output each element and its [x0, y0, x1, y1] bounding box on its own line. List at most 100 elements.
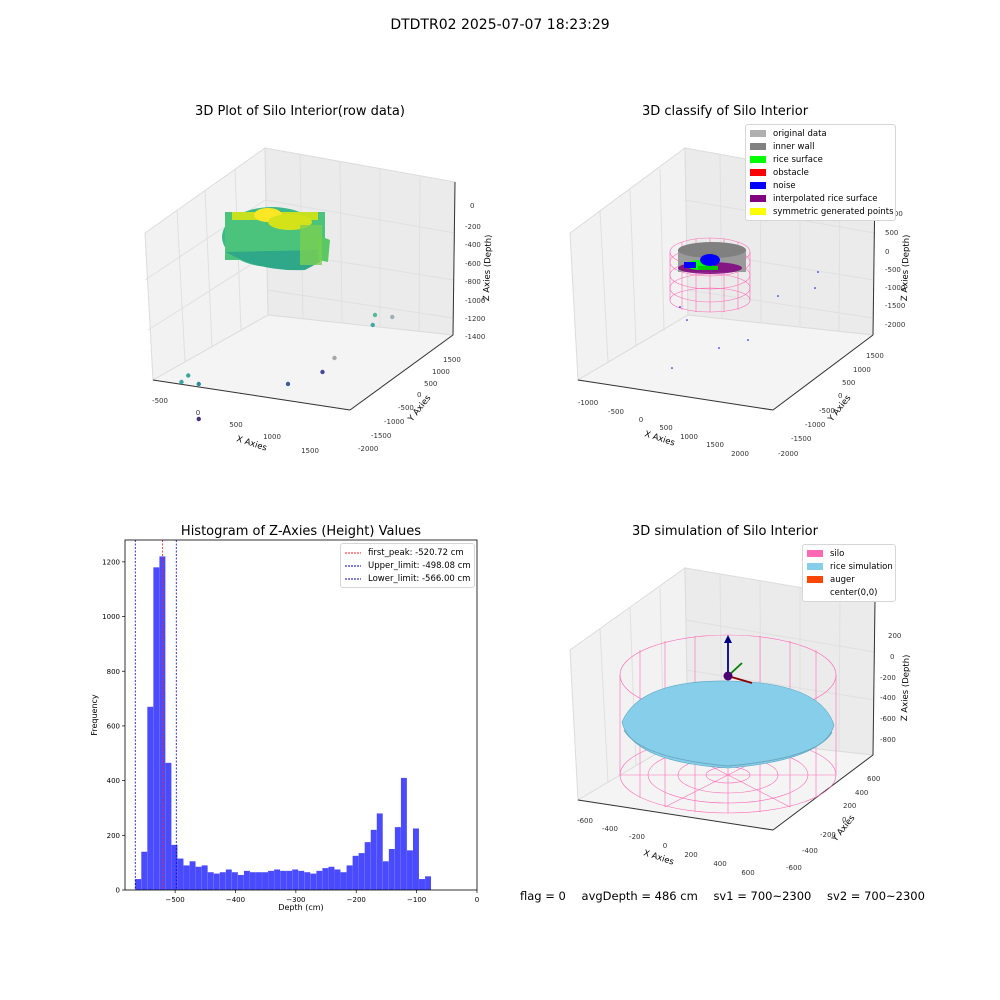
z-tick-label: -800: [465, 278, 481, 286]
y-tick-label: 400: [107, 777, 120, 785]
histogram-bar: [274, 869, 281, 890]
x-tick-label: -500: [152, 397, 168, 405]
legend-swatch: [750, 182, 766, 189]
histogram-bar: [370, 829, 377, 890]
histogram-bar: [141, 851, 148, 890]
panel4-rice-surface: [621, 680, 835, 769]
histogram-ylabel: Frequency: [90, 694, 99, 736]
z-tick-label: 0: [885, 248, 889, 256]
z-tick-label: -1500: [885, 302, 905, 310]
z-tick-label: -200: [880, 674, 896, 682]
histogram-bar: [231, 872, 238, 890]
legend-item: first_peak: -520.72 cm: [341, 546, 474, 559]
x-tick-label: −300: [286, 896, 305, 904]
y-tick-label: 400: [855, 789, 868, 797]
histogram-bar: [225, 869, 232, 890]
legend-item: noise: [746, 179, 895, 192]
y-tick-label: -1000: [805, 421, 825, 429]
legend-swatch: [750, 208, 766, 215]
panel2-xlabel: X Axies: [643, 429, 676, 448]
panel2-zlabel: Z Axies (Depth): [900, 234, 912, 301]
histogram-bar: [213, 873, 220, 890]
x-tick-label: -200: [629, 833, 645, 841]
histogram-bar: [310, 873, 317, 890]
legend-item: Upper_limit: -498.08 cm: [341, 559, 474, 572]
legend-item: center(0,0): [803, 586, 895, 599]
z-tick-label: 0: [470, 202, 474, 210]
histogram-bar: [189, 861, 196, 890]
panel4-auger-axes: [723, 635, 753, 684]
legend-item: interpolated rice surface: [746, 192, 895, 205]
histogram-y-ticks: 0 200 400 600 800 1000 1200: [102, 558, 125, 895]
y-tick-label: 1200: [102, 558, 120, 566]
z-tick-label: -1400: [465, 333, 485, 341]
histogram-bars: [135, 556, 432, 890]
histogram-frame: [124, 539, 478, 891]
outlier-point: [179, 379, 184, 385]
y-tick-label: 200: [107, 832, 120, 840]
panel1-x-ticks: -500 0 500 1000 1500: [152, 397, 319, 455]
histogram-bar: [376, 813, 383, 890]
y-tick-label: -1500: [791, 435, 811, 443]
y-tick-label: 500: [842, 379, 855, 387]
x-tick-label: -600: [577, 817, 593, 825]
x-tick-label: 1000: [263, 433, 281, 441]
x-tick-label: 0: [475, 896, 479, 904]
histogram-bar: [177, 858, 184, 890]
legend-swatch: [750, 156, 766, 163]
histogram-bar: [243, 870, 250, 890]
y-tick-label: 0: [838, 392, 842, 400]
histogram-bar: [153, 567, 160, 890]
histogram-bar: [346, 865, 353, 890]
panel2-x-ticks: -1000 -500 0 500 1000 1500 2000: [578, 399, 749, 458]
x-tick-label: −400: [226, 896, 245, 904]
histogram-bar: [388, 848, 395, 890]
panel1-title: 3D Plot of Silo Interior(row data): [195, 104, 405, 119]
status-footer: flag = 0 avgDepth = 486 cm sv1 = 700~230…: [520, 889, 937, 903]
histogram-bar: [237, 874, 244, 890]
x-tick-label: 500: [659, 424, 672, 432]
x-tick-label: 0: [639, 416, 643, 424]
legend-swatch: [750, 169, 766, 176]
legend-item: rice surface: [746, 153, 895, 166]
x-tick-label: -400: [602, 825, 618, 833]
panel1-zlabel: Z Axies (Depth): [482, 234, 494, 301]
z-tick-label: -400: [880, 694, 896, 702]
histogram-bar: [249, 872, 256, 890]
z-tick-label: -200: [465, 223, 481, 231]
outlier-point: [320, 369, 325, 375]
panel2-axes-box: [569, 147, 876, 411]
legend-line: [345, 552, 361, 553]
panel1-point-cloud: [222, 207, 330, 271]
histogram-bar: [207, 872, 214, 890]
y-tick-label: 600: [107, 722, 120, 730]
outlier-point: [196, 416, 201, 422]
outlier-point: [332, 355, 337, 361]
y-tick-label: 500: [424, 380, 437, 388]
histogram-bar: [183, 865, 190, 890]
panel2-title: 3D classify of Silo Interior: [641, 104, 809, 119]
y-tick-label: -1500: [371, 432, 391, 440]
y-tick-label: 1500: [443, 356, 461, 364]
outlier-point: [196, 381, 201, 387]
histogram-x-ticks: −500 −400 −300 −200 −100 0: [165, 890, 479, 904]
legend-item: symmetric generated points: [746, 205, 895, 218]
sv1-text: sv1 = 700~2300: [713, 889, 812, 903]
flag-text: flag = 0: [520, 889, 566, 903]
legend-swatch: [807, 576, 823, 583]
panel2-classified-points: [678, 242, 746, 274]
panel4-xlabel: X Axies: [642, 848, 675, 867]
panel1-outliers: [179, 312, 395, 422]
z-tick-label: -1200: [465, 315, 485, 323]
x-tick-label: 400: [713, 860, 726, 868]
y-tick-label: -600: [786, 864, 802, 872]
y-tick-label: 0: [417, 391, 421, 399]
histogram-bar: [364, 842, 371, 890]
histogram-bar: [419, 879, 425, 890]
panel4-plot: -600 -400 -200 0 200 400 600 X Axies -60…: [569, 567, 912, 877]
histogram-bar: [382, 861, 389, 890]
y-tick-label: 1500: [866, 352, 884, 360]
legend-swatch: [807, 563, 823, 570]
y-tick-label: -200: [820, 831, 836, 839]
y-tick-label: 1000: [432, 368, 450, 376]
